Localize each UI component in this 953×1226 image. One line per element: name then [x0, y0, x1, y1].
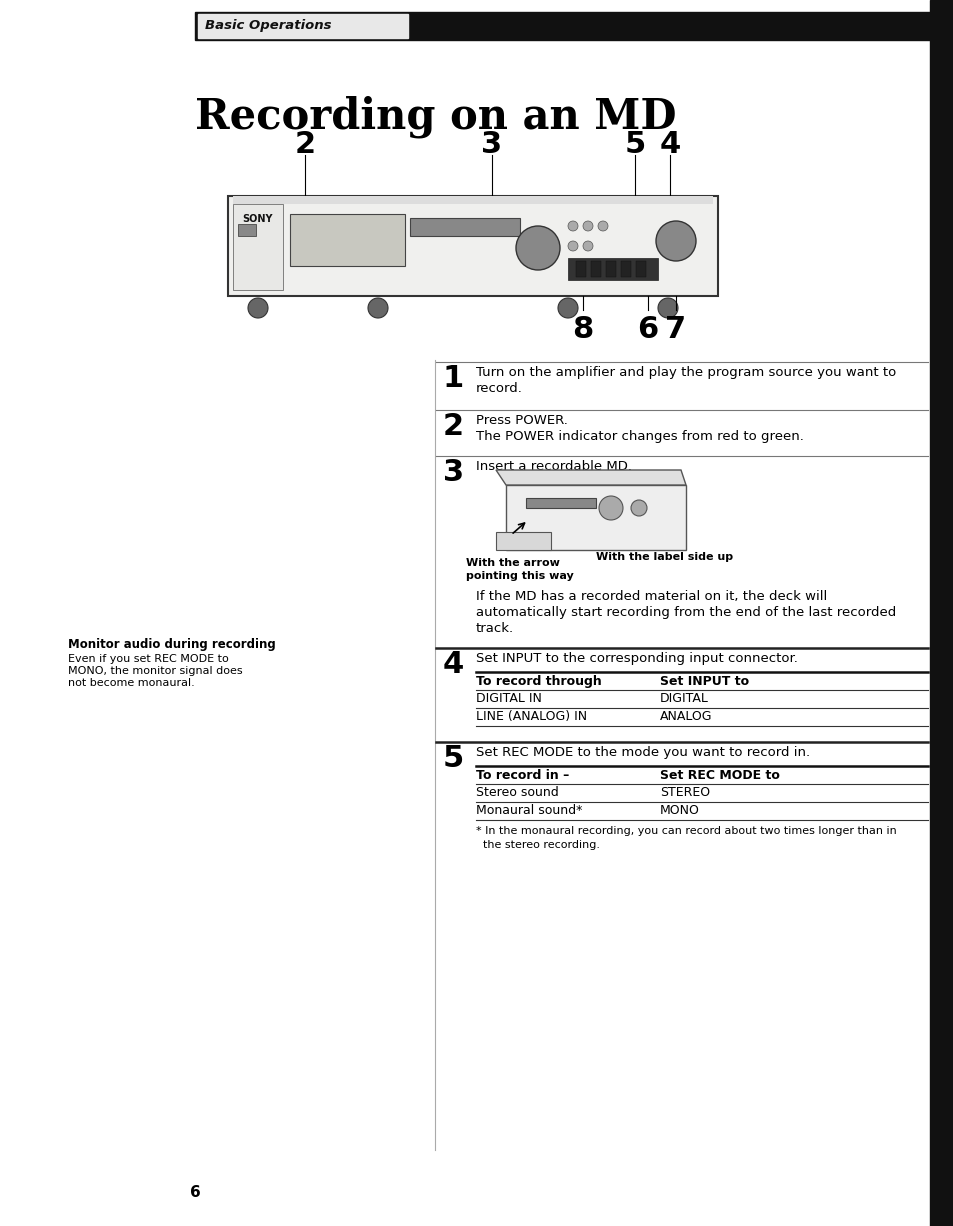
Text: Basic Operations: Basic Operations [205, 20, 331, 33]
Text: Set INPUT to: Set INPUT to [659, 676, 748, 688]
Text: SONY: SONY [242, 215, 273, 224]
Text: Insert a recordable MD.: Insert a recordable MD. [476, 460, 631, 473]
Text: Set REC MODE to the mode you want to record in.: Set REC MODE to the mode you want to rec… [476, 745, 809, 759]
Bar [567, 257, 658, 280]
Text: 2: 2 [442, 412, 464, 441]
Text: Set INPUT to the corresponding input connector.: Set INPUT to the corresponding input con… [476, 652, 797, 664]
Bar [590, 261, 600, 277]
Text: MONO: MONO [659, 804, 700, 817]
Text: * In the monaural recording, you can record about two times longer than in: * In the monaural recording, you can rec… [476, 826, 896, 836]
Text: Monaural sound*: Monaural sound* [476, 804, 581, 817]
Bar [636, 261, 645, 277]
Circle shape [598, 497, 622, 520]
Text: Press POWER.: Press POWER. [476, 414, 567, 427]
Text: track.: track. [476, 622, 514, 635]
Text: ANALOG: ANALOG [659, 710, 712, 723]
Text: Recording on an MD: Recording on an MD [194, 94, 676, 137]
Circle shape [658, 298, 678, 318]
Text: With the label side up: With the label side up [596, 552, 732, 562]
Text: The POWER indicator changes from red to green.: The POWER indicator changes from red to … [476, 430, 803, 443]
Text: 5: 5 [623, 130, 645, 159]
Text: With the arrow: With the arrow [465, 558, 559, 568]
Text: LINE (ANALOG) IN: LINE (ANALOG) IN [476, 710, 586, 723]
Bar [233, 196, 712, 204]
Polygon shape [496, 470, 685, 485]
Circle shape [248, 298, 268, 318]
Text: 2: 2 [294, 130, 315, 159]
Circle shape [656, 221, 696, 261]
Circle shape [368, 298, 388, 318]
Circle shape [516, 226, 559, 270]
Circle shape [582, 221, 593, 230]
Text: Even if you set REC MODE to: Even if you set REC MODE to [68, 653, 229, 664]
Bar [605, 261, 616, 277]
Text: pointing this way: pointing this way [465, 571, 573, 581]
Text: 1: 1 [442, 364, 464, 394]
Text: If the MD has a recorded material on it, the deck will: If the MD has a recorded material on it,… [476, 590, 826, 603]
Bar [525, 498, 596, 508]
Circle shape [558, 298, 578, 318]
Bar [496, 532, 551, 550]
Circle shape [598, 221, 607, 230]
Text: 7: 7 [665, 315, 686, 345]
Text: 6: 6 [637, 315, 658, 345]
Text: automatically start recording from the end of the last recorded: automatically start recording from the e… [476, 606, 895, 619]
Text: DIGITAL IN: DIGITAL IN [476, 691, 541, 705]
Text: STEREO: STEREO [659, 786, 709, 799]
Text: To record through: To record through [476, 676, 601, 688]
Circle shape [630, 500, 646, 516]
Text: 8: 8 [572, 315, 593, 345]
Bar [929, 0, 953, 1226]
Text: 4: 4 [442, 650, 464, 679]
Circle shape [567, 221, 578, 230]
Text: 3: 3 [442, 459, 464, 487]
Bar [198, 13, 408, 38]
Bar [410, 218, 519, 235]
Text: DIGITAL: DIGITAL [659, 691, 708, 705]
Text: Stereo sound: Stereo sound [476, 786, 558, 799]
Bar [228, 196, 718, 295]
Bar [576, 261, 585, 277]
Text: the stereo recording.: the stereo recording. [476, 840, 599, 850]
Text: Monitor audio during recording: Monitor audio during recording [68, 638, 275, 651]
Circle shape [567, 242, 578, 251]
Bar [505, 485, 685, 550]
Text: 3: 3 [481, 130, 502, 159]
Text: MONO, the monitor signal does: MONO, the monitor signal does [68, 666, 242, 676]
Bar [237, 224, 255, 235]
Bar [194, 12, 929, 40]
Text: 4: 4 [659, 130, 679, 159]
Bar [233, 204, 283, 291]
Circle shape [582, 242, 593, 251]
Bar [290, 215, 405, 266]
Text: To record in –: To record in – [476, 769, 569, 782]
Text: 6: 6 [190, 1186, 200, 1200]
Text: 5: 5 [442, 744, 464, 774]
Bar [620, 261, 630, 277]
Text: record.: record. [476, 383, 522, 395]
Text: Turn on the amplifier and play the program source you want to: Turn on the amplifier and play the progr… [476, 367, 895, 379]
Text: Set REC MODE to: Set REC MODE to [659, 769, 779, 782]
Text: not become monaural.: not become monaural. [68, 678, 194, 688]
